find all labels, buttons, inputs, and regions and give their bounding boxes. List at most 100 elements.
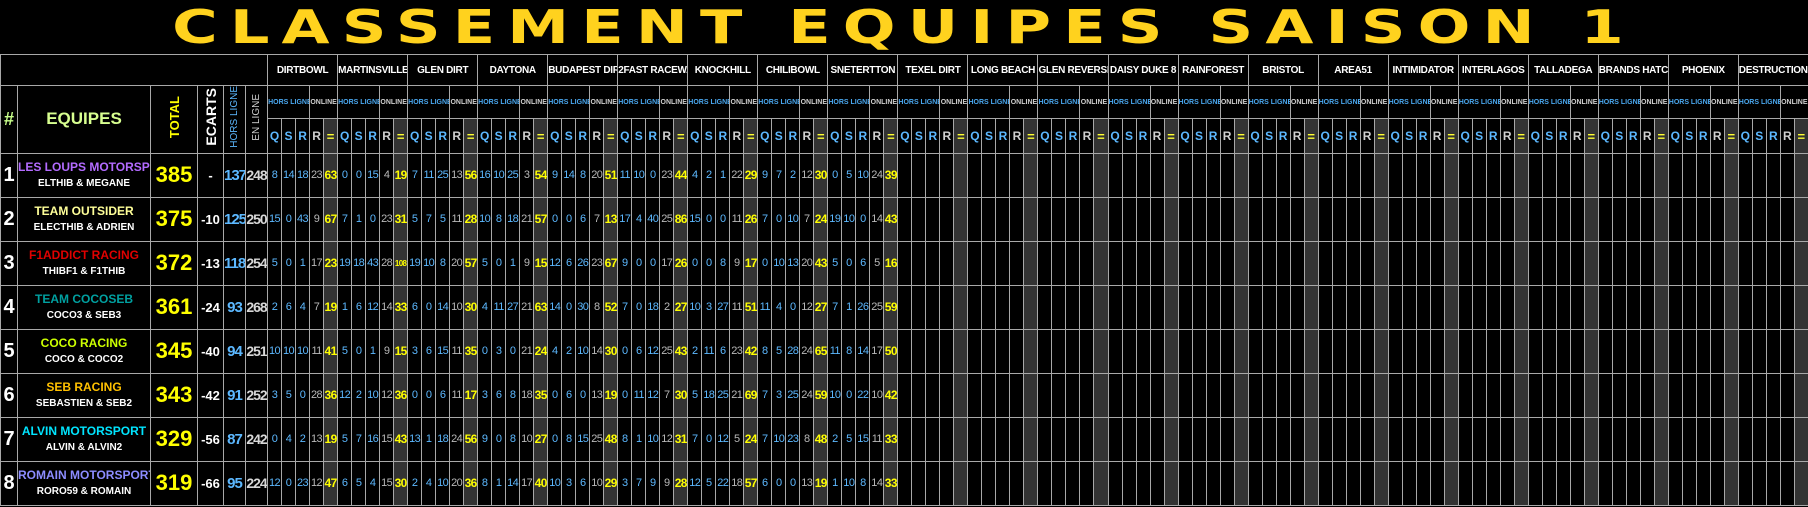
empty-score [1429, 284, 1445, 330]
empty-score [1457, 284, 1473, 330]
sprint-col-header: S [981, 118, 997, 154]
qualif-score: 10 [687, 284, 703, 330]
qualif-score: 3 [617, 460, 633, 506]
sprint-score: 5 [351, 460, 367, 506]
sprint-col-header: S [1681, 118, 1697, 154]
team-drivers: THIBF1 & F1THIB [42, 266, 126, 278]
qualif-score: 0 [477, 328, 493, 374]
empty-score [1093, 240, 1109, 286]
sum-score: 33 [883, 416, 899, 462]
sprint-score: 7 [771, 152, 787, 198]
empty-score [897, 240, 913, 286]
empty-score [1163, 460, 1179, 506]
empty-score [1499, 152, 1515, 198]
empty-score [1331, 460, 1347, 506]
online-race-score: 9 [519, 240, 535, 286]
en-ligne-header: EN LIGNE [244, 85, 269, 154]
empty-score [1023, 460, 1039, 506]
qualif-score: 2 [267, 284, 283, 330]
empty-score [1205, 284, 1221, 330]
track-header-long-beach: LONG BEACH [967, 54, 1039, 86]
qualif-col-header: Q [1037, 118, 1053, 154]
track-header-dirtbowl: DIRTBOWL [267, 54, 339, 86]
empty-score [981, 372, 997, 418]
rank: 3 [0, 240, 18, 286]
empty-score [1639, 416, 1655, 462]
empty-score [1527, 416, 1543, 462]
race-score: 22 [855, 372, 871, 418]
empty-score [1275, 328, 1291, 374]
sprint-score: 10 [491, 152, 507, 198]
empty-score [1499, 240, 1515, 286]
empty-score [1527, 152, 1543, 198]
empty-score [1289, 284, 1305, 330]
empty-score [1219, 372, 1235, 418]
empty-score [1051, 460, 1067, 506]
empty-score [1261, 460, 1277, 506]
sprint-col-header: S [1541, 118, 1557, 154]
empty-score [1569, 152, 1585, 198]
empty-score [1471, 152, 1487, 198]
race-score: 0 [785, 284, 801, 330]
sum-score: 43 [883, 196, 899, 242]
qualif-score: 8 [617, 416, 633, 462]
empty-score [1387, 460, 1403, 506]
qualif-score: 4 [687, 152, 703, 198]
online-race-score: 23 [379, 196, 395, 242]
empty-score [1471, 240, 1487, 286]
race-score: 0 [855, 196, 871, 242]
online-race-score: 9 [659, 460, 675, 506]
qualif-score: 10 [267, 328, 283, 374]
empty-score [1205, 328, 1221, 374]
total-header-label: TOTAL [166, 95, 182, 138]
empty-score [1667, 196, 1683, 242]
empty-score [1723, 328, 1739, 374]
race-score: 25 [715, 372, 731, 418]
sum-score: 39 [883, 152, 899, 198]
empty-score [953, 372, 969, 418]
race-score: 1 [505, 240, 521, 286]
empty-score [1387, 240, 1403, 286]
qualif-score: 2 [827, 416, 843, 462]
online-race-score: 20 [449, 240, 465, 286]
empty-score [1359, 196, 1375, 242]
sum-score: 51 [743, 284, 759, 330]
sprint-col-header: S [1611, 118, 1627, 154]
race-score: 10 [645, 416, 661, 462]
ecarts-header: ECARTS [197, 85, 224, 154]
sum-score: 108 [393, 240, 409, 286]
team-total: 361 [150, 284, 198, 330]
empty-score [1135, 284, 1151, 330]
race-score: 2 [295, 416, 311, 462]
empty-score [1793, 372, 1808, 418]
sprint-score: 1 [351, 196, 367, 242]
empty-score [1779, 372, 1795, 418]
empty-score [981, 416, 997, 462]
race-score: 6 [855, 240, 871, 286]
empty-score [1177, 240, 1193, 286]
empty-score [1765, 372, 1781, 418]
race-col-header: R [1625, 118, 1641, 154]
empty-score [953, 152, 969, 198]
race-score: 0 [715, 196, 731, 242]
qualif-score: 5 [407, 196, 423, 242]
track-header-glen-reverse: GLEN REVERSE [1037, 54, 1109, 86]
empty-score [1135, 372, 1151, 418]
team-gap: -13 [197, 240, 224, 286]
online-race-col-header: R [1149, 118, 1165, 154]
sum-score: 24 [813, 196, 829, 242]
rank: 2 [0, 196, 18, 242]
online-subheader: ONLINE [1639, 84, 1669, 120]
empty-score [1191, 416, 1207, 462]
sum-score: 19 [323, 416, 339, 462]
qualif-score: 1 [337, 284, 353, 330]
empty-score [1247, 460, 1263, 506]
qualif-score: 2 [687, 328, 703, 374]
online-subheader: ONLINE [379, 84, 409, 120]
empty-score [1037, 196, 1053, 242]
empty-score [1541, 328, 1557, 374]
race-score: 0 [505, 328, 521, 374]
online-race-col-header: R [1289, 118, 1305, 154]
hors-ligne-subheader: HORS LIGNE [1667, 84, 1711, 120]
